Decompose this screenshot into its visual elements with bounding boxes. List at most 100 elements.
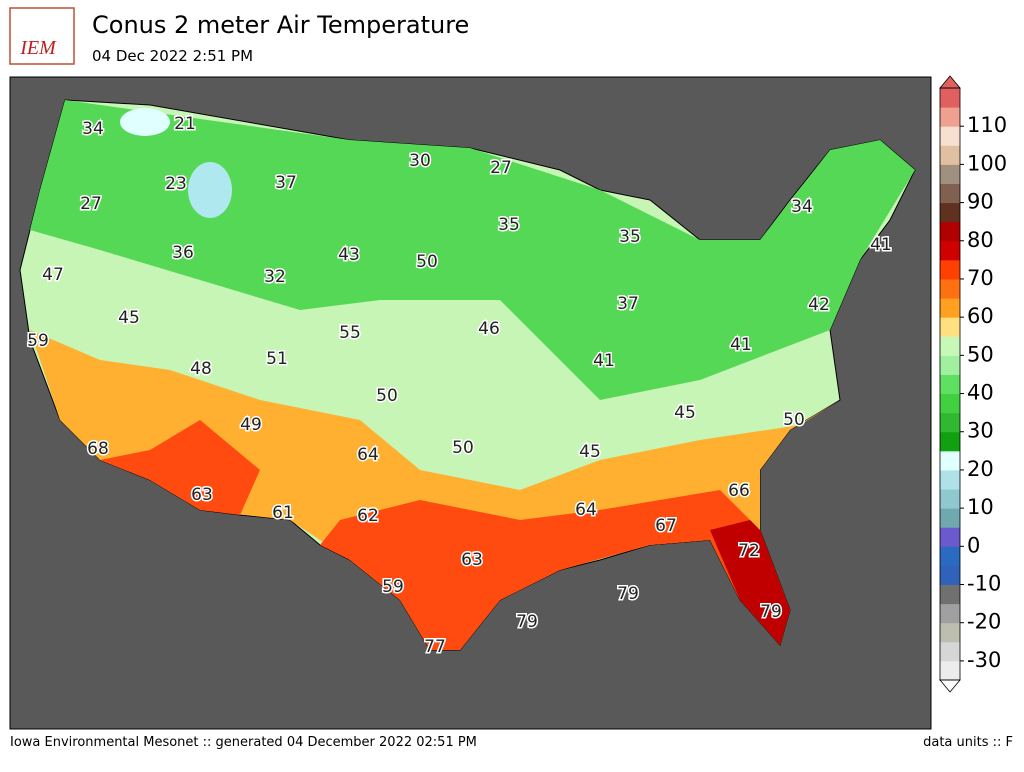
colorbar-segment — [940, 88, 960, 108]
station-label: 42 — [808, 295, 830, 315]
colorbar-arrow-top — [939, 75, 961, 89]
station-label: 41 — [730, 335, 752, 355]
colorbar-segment — [940, 145, 960, 165]
hot-region — [100, 420, 790, 650]
colorbar-segment — [940, 508, 960, 528]
station-label: 63 — [191, 485, 213, 505]
colorbar-segment — [940, 584, 960, 605]
colorbar-segment — [940, 527, 960, 547]
colorbar-tick-label: 30 — [967, 419, 994, 443]
station-label: 51 — [266, 349, 288, 369]
colorbar-tick-label: 90 — [967, 190, 994, 214]
station-label: 61 — [272, 503, 294, 523]
station-label: 50 — [452, 438, 474, 458]
station-label: 72 — [738, 541, 760, 561]
colorbar-segment — [940, 660, 960, 681]
colorbar-segment — [940, 202, 960, 223]
colorbar-segment — [940, 336, 960, 356]
station-label: 64 — [575, 500, 597, 520]
colorbar-segment — [940, 317, 960, 337]
colorbar-segment — [940, 298, 960, 318]
colorbar-segment — [940, 164, 960, 184]
colorbar: -30 -20 -10 0 10 20 30 40 50 60 70 80 90 100 110 — [939, 75, 1007, 693]
logo: IEM — [9, 7, 75, 65]
colorbar-segment — [940, 126, 960, 146]
colorbar-segment — [940, 603, 960, 624]
colorbar-tick-label: 50 — [967, 342, 994, 366]
colorbar-segment — [940, 450, 960, 471]
station-label: 47 — [42, 265, 64, 285]
station-label: 46 — [478, 319, 500, 339]
station-label: 50 — [783, 410, 805, 430]
station-labels: 34 21 30 27 23 37 27 34 35 35 36 41 43 50 47 32 37 42 45 46… — [26, 113, 894, 659]
cold-spot — [120, 108, 170, 136]
warm-region — [30, 330, 840, 650]
colorbar-arrow-bottom — [939, 679, 961, 693]
colorbar-segment — [940, 278, 960, 299]
colorbar-tick-label: 100 — [967, 151, 1007, 175]
colorbar-segment — [940, 259, 960, 280]
station-label: 34 — [82, 119, 104, 139]
station-label: 37 — [617, 294, 639, 314]
station-label: 30 — [409, 151, 431, 171]
colorbar-segment — [940, 374, 960, 395]
station-label: 59 — [382, 577, 404, 597]
station-label: 27 — [490, 158, 512, 178]
footer-right: data units :: F — [923, 735, 1013, 750]
station-label: 79 — [760, 602, 782, 622]
subtitle: 04 Dec 2022 2:51 PM — [92, 47, 253, 65]
station-label: 66 — [728, 481, 750, 501]
station-label: 35 — [619, 227, 641, 247]
station-label: 55 — [339, 323, 361, 343]
station-label: 32 — [264, 267, 286, 287]
station-label: 50 — [376, 386, 398, 406]
station-label: 36 — [172, 243, 194, 263]
station-label: 21 — [174, 114, 196, 134]
colorbar-tick-label: 10 — [967, 495, 994, 519]
colorbar-tick-label: 80 — [967, 228, 994, 252]
station-label: 45 — [579, 442, 601, 462]
colorbar-segment — [940, 489, 960, 509]
station-label: 64 — [357, 445, 379, 465]
station-label: 62 — [357, 506, 379, 526]
station-label: 27 — [80, 194, 102, 214]
station-label: 68 — [87, 439, 109, 459]
station-label: 35 — [498, 215, 520, 235]
colorbar-segment — [940, 107, 960, 127]
colorbar-tick-label: 0 — [967, 533, 980, 557]
colorbar-segment — [940, 183, 960, 204]
footer-left: Iowa Environmental Mesonet :: generated … — [10, 735, 477, 750]
land — [19, 99, 916, 651]
colorbar-tick-label: -20 — [967, 610, 1001, 634]
cold-region — [30, 100, 915, 400]
colorbar-tick-label: 60 — [967, 304, 994, 328]
station-label: 79 — [516, 612, 538, 632]
station-label: 77 — [424, 637, 446, 657]
logo-frame — [9, 7, 75, 65]
colorbar-tick-label: 20 — [967, 457, 994, 481]
station-label: 34 — [791, 197, 813, 217]
colorbar-tick-label: -10 — [967, 572, 1001, 596]
station-label: 49 — [240, 415, 262, 435]
station-label: 48 — [190, 359, 212, 379]
colorbar-tick-label: 70 — [967, 266, 994, 290]
station-label: 43 — [338, 245, 360, 265]
station-label: 41 — [870, 235, 892, 255]
colorbar-segment — [940, 412, 960, 433]
colorbar-tick-label: -30 — [967, 648, 1001, 672]
colorbar-tick-label: 40 — [967, 381, 994, 405]
station-label: 37 — [275, 173, 297, 193]
florida-region — [710, 520, 790, 645]
station-label: 45 — [118, 308, 140, 328]
title: Conus 2 meter Air Temperature — [92, 11, 469, 39]
colorbar-segment — [940, 393, 960, 414]
station-label: 23 — [165, 174, 187, 194]
colorbar-segment — [940, 546, 960, 566]
colorbar-segment — [940, 469, 960, 490]
station-label: 50 — [416, 252, 438, 272]
colorbar-frame — [939, 87, 961, 681]
colorbar-segment — [940, 641, 960, 662]
colorbar-segment — [940, 355, 960, 375]
colorbar-segment — [940, 240, 960, 261]
